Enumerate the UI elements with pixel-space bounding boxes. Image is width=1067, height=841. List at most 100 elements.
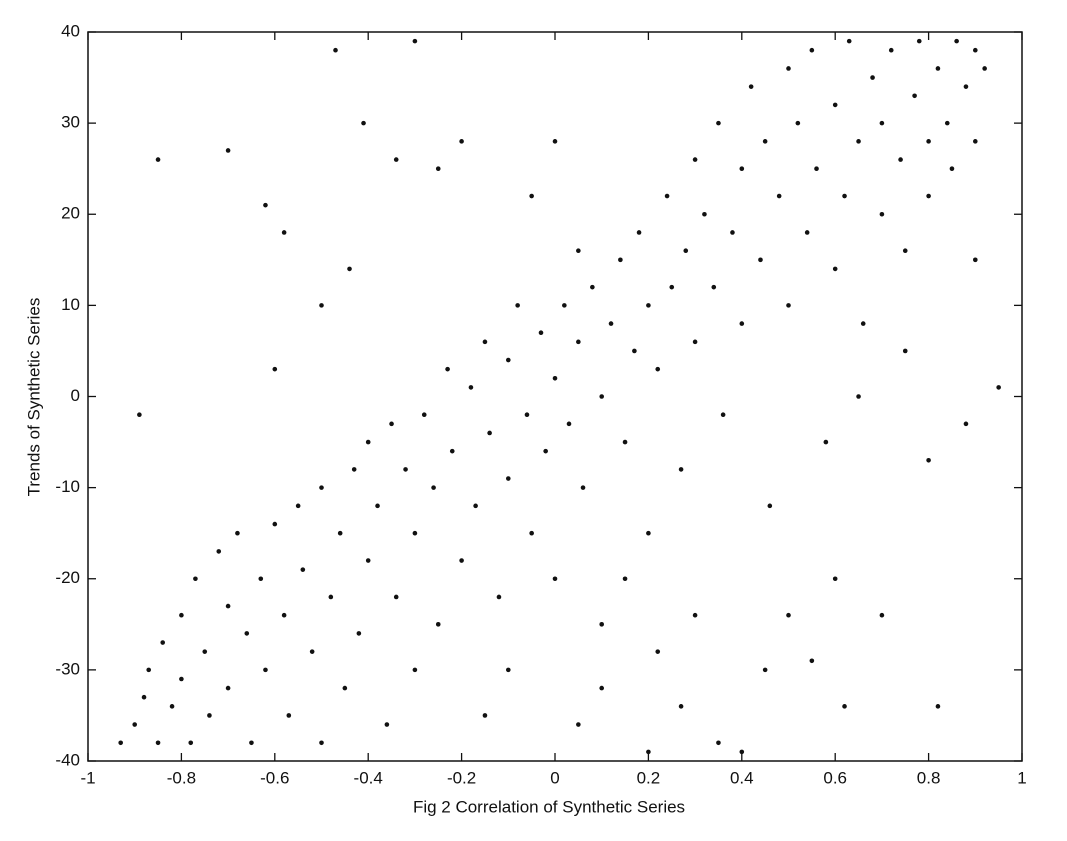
point bbox=[655, 366, 661, 372]
point bbox=[856, 394, 861, 399]
point bbox=[155, 740, 161, 746]
x-tick-label: 0.6 bbox=[823, 768, 847, 787]
x-tick-label: 0.4 bbox=[730, 768, 754, 787]
point bbox=[179, 612, 184, 618]
point bbox=[879, 211, 885, 217]
point bbox=[342, 685, 348, 691]
point bbox=[767, 503, 773, 509]
point bbox=[973, 47, 978, 53]
point bbox=[487, 430, 492, 436]
y-tick-label: 30 bbox=[61, 113, 80, 132]
point bbox=[319, 303, 324, 308]
point bbox=[207, 713, 212, 718]
point bbox=[935, 704, 941, 709]
point bbox=[739, 166, 745, 171]
y-tick-label: 20 bbox=[61, 204, 80, 223]
x-tick-label: 0.8 bbox=[917, 768, 941, 787]
point bbox=[225, 603, 231, 609]
y-tick-label: 0 bbox=[71, 386, 80, 405]
point bbox=[132, 722, 137, 727]
x-tick-label: -0.6 bbox=[260, 768, 289, 787]
point bbox=[809, 47, 815, 53]
point bbox=[692, 339, 698, 345]
point bbox=[655, 649, 661, 654]
point bbox=[319, 485, 324, 490]
point bbox=[982, 66, 987, 71]
point bbox=[823, 439, 829, 445]
point bbox=[225, 148, 231, 153]
point bbox=[529, 193, 534, 199]
point bbox=[860, 321, 866, 326]
point bbox=[169, 704, 175, 709]
y-tick-label: -10 bbox=[55, 477, 80, 496]
point bbox=[590, 284, 595, 290]
point bbox=[842, 704, 847, 709]
point bbox=[580, 485, 586, 490]
point bbox=[664, 193, 670, 199]
point bbox=[449, 448, 455, 454]
point bbox=[576, 248, 581, 253]
point bbox=[832, 102, 838, 108]
point bbox=[524, 412, 530, 418]
point bbox=[319, 740, 324, 746]
point bbox=[804, 230, 810, 235]
point bbox=[702, 211, 707, 217]
point bbox=[576, 722, 581, 727]
point bbox=[599, 394, 604, 399]
point bbox=[622, 439, 628, 445]
point bbox=[482, 339, 488, 345]
point bbox=[337, 530, 343, 536]
point bbox=[506, 667, 511, 673]
point bbox=[646, 530, 651, 536]
point bbox=[795, 120, 801, 126]
point bbox=[225, 685, 231, 691]
point bbox=[393, 594, 399, 600]
point bbox=[786, 303, 791, 308]
point bbox=[459, 558, 464, 563]
point bbox=[669, 284, 675, 290]
point bbox=[347, 266, 352, 272]
point bbox=[814, 166, 819, 171]
point bbox=[515, 303, 520, 308]
point bbox=[375, 503, 380, 509]
point bbox=[912, 93, 917, 99]
point bbox=[608, 321, 614, 326]
point bbox=[902, 248, 908, 253]
point bbox=[552, 139, 558, 144]
point bbox=[683, 248, 689, 253]
point bbox=[996, 385, 1001, 390]
point bbox=[879, 120, 885, 126]
point bbox=[758, 257, 763, 263]
point bbox=[692, 612, 698, 618]
point bbox=[160, 640, 166, 645]
point bbox=[365, 558, 371, 563]
point bbox=[762, 667, 768, 673]
point bbox=[846, 38, 852, 44]
point bbox=[506, 476, 511, 481]
point bbox=[636, 230, 642, 235]
point bbox=[926, 139, 931, 144]
point bbox=[926, 457, 931, 463]
point bbox=[193, 576, 198, 582]
x-tick-label: -0.8 bbox=[167, 768, 196, 787]
point bbox=[435, 166, 441, 171]
point bbox=[333, 47, 338, 53]
point bbox=[963, 84, 969, 89]
point bbox=[328, 594, 334, 600]
point bbox=[137, 412, 142, 418]
point bbox=[973, 257, 978, 263]
point bbox=[618, 257, 623, 263]
point bbox=[566, 421, 572, 427]
point bbox=[973, 139, 978, 144]
y-tick-label: -20 bbox=[55, 568, 80, 587]
point bbox=[632, 348, 637, 354]
point bbox=[249, 740, 254, 746]
point bbox=[389, 421, 394, 427]
point bbox=[748, 84, 754, 89]
point bbox=[421, 412, 427, 418]
point bbox=[244, 631, 250, 636]
point bbox=[954, 38, 959, 44]
point bbox=[599, 622, 604, 627]
point bbox=[963, 421, 969, 427]
